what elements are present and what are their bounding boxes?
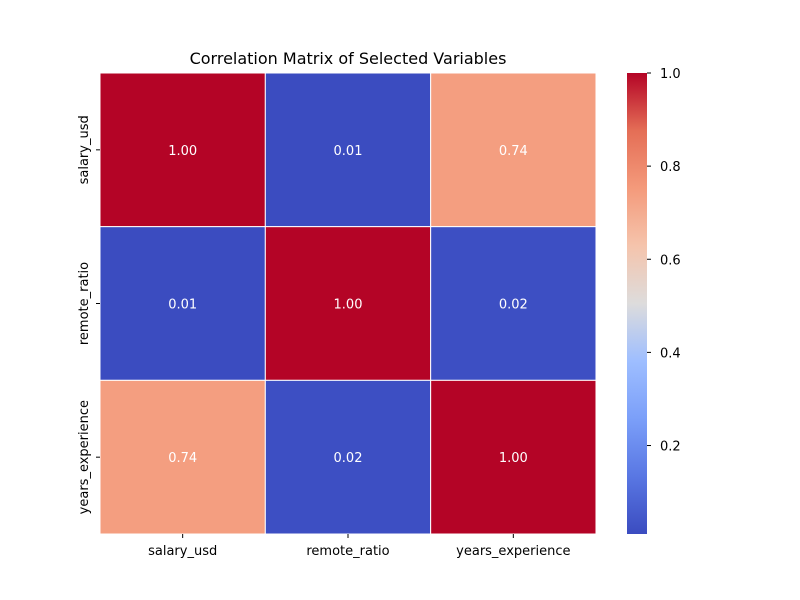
heatmap-cell	[99, 379, 266, 535]
x-axis: salary_usd remote_ratio years_experience	[148, 534, 570, 559]
cell-value-label: 1.00	[168, 144, 197, 159]
y-tick-label: salary_usd	[77, 115, 92, 184]
cell-value-label: 1.00	[499, 451, 528, 466]
heatmap-cell	[430, 226, 597, 381]
colorbar-axis: 0.2 0.4 0.6 0.8 1.0	[647, 67, 681, 455]
colorbar-tick-label: 0.6	[660, 253, 681, 268]
y-tick-label: remote_ratio	[77, 262, 92, 345]
heatmap-cell	[99, 72, 266, 228]
chart-title: Correlation Matrix of Selected Variables	[190, 49, 507, 68]
x-tick-label: years_experience	[456, 544, 570, 559]
colorbar	[627, 73, 647, 534]
x-tick-label: remote_ratio	[306, 544, 389, 559]
heatmap-cell	[264, 72, 432, 228]
colorbar-tick-label: 0.2	[660, 440, 681, 455]
heatmap-cell	[264, 226, 432, 381]
heatmap-cells	[99, 72, 597, 535]
heatmap-cell	[430, 72, 597, 228]
y-tick-label: years_experience	[77, 400, 92, 514]
colorbar-tick-label: 1.0	[660, 67, 681, 82]
x-tick-label: salary_usd	[148, 544, 217, 559]
cell-value-label: 0.01	[334, 144, 363, 159]
cell-value-label: 0.74	[499, 144, 528, 159]
cell-value-label: 0.01	[168, 298, 197, 313]
cell-value-label: 0.02	[499, 298, 528, 313]
y-axis: salary_usd remote_ratio years_experience	[77, 115, 100, 514]
colorbar-tick-label: 0.8	[660, 160, 681, 175]
heatmap-annotations: 1.00 0.01 0.74 0.01 1.00 0.02 0.74 0.02 1.00	[168, 144, 528, 466]
cell-value-label: 1.00	[334, 298, 363, 313]
heatmap-cell	[264, 379, 432, 535]
cell-value-label: 0.74	[168, 451, 197, 466]
heatmap-cell	[99, 226, 266, 381]
colorbar-tick-label: 0.4	[660, 346, 681, 361]
cell-value-label: 0.02	[334, 451, 363, 466]
